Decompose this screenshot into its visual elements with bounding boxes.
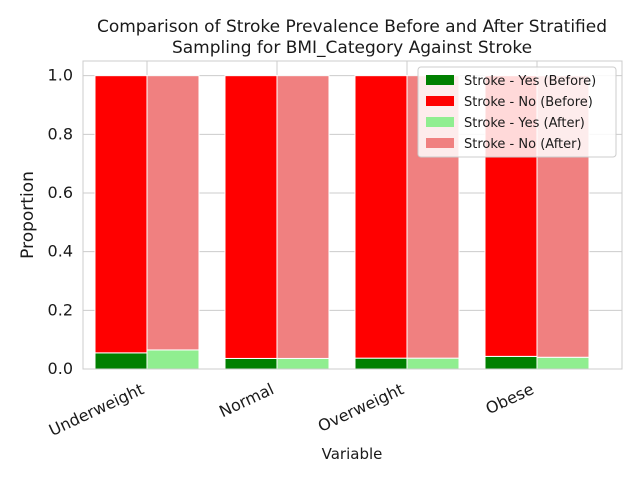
legend-box [417,66,617,158]
legend-swatch [426,117,454,127]
x-tick-label: Normal [216,379,276,421]
bar-stroke-no-after-normal [276,75,330,359]
legend-swatch [426,138,454,148]
x-tick-label: Obese [483,379,537,418]
legend-label: Stroke - Yes (Before) [464,74,596,89]
y-tick-label: 0.2 [48,300,73,319]
bar-stroke-yes-after-underweight [146,349,200,370]
y-tick-label: 0.0 [48,359,73,378]
legend-label: Stroke - No (After) [464,137,582,152]
x-tick-labels: Underweight Normal Overweight Obese [46,379,537,439]
chart-title-line-2: Sampling for BMI_Category Against Stroke [172,38,532,58]
y-tick-labels: 0.0 0.2 0.4 0.6 0.8 1.0 [48,66,73,378]
legend: Stroke - Yes (Before) Stroke - No (Before… [417,66,617,158]
bar-stroke-yes-before-normal [224,357,278,370]
bar-stroke-yes-after-obese [536,356,590,370]
chart-title-line-1: Comparison of Stroke Prevalence Before a… [97,17,607,37]
bar-stroke-no-before-underweight [94,75,148,354]
x-axis-label: Variable [322,445,383,463]
y-tick-label: 1.0 [48,66,73,85]
bar-stroke-no-before-overweight [354,75,408,359]
bar-stroke-yes-before-overweight [354,357,408,370]
bar-stroke-no-before-normal [224,75,278,359]
bar-stroke-yes-after-normal [276,357,330,370]
bar-stroke-yes-before-underweight [94,352,148,370]
bar-stroke-yes-before-obese [484,355,538,370]
legend-swatch [426,75,454,85]
y-axis-label: Proportion [18,171,38,259]
plot-frame [82,60,623,370]
y-tick-label: 0.4 [48,242,73,261]
legend-label: Stroke - No (Before) [464,95,593,110]
bar-stroke-yes-after-overweight [406,357,460,370]
bars [94,75,590,370]
y-tick-label: 0.6 [48,183,73,202]
legend-swatch [426,96,454,106]
bar-stroke-no-after-underweight [146,75,200,351]
x-tick-label: Overweight [315,379,407,435]
x-tick-label: Underweight [46,379,147,439]
legend-label: Stroke - Yes (After) [464,116,585,131]
y-tick-label: 0.8 [48,124,73,143]
